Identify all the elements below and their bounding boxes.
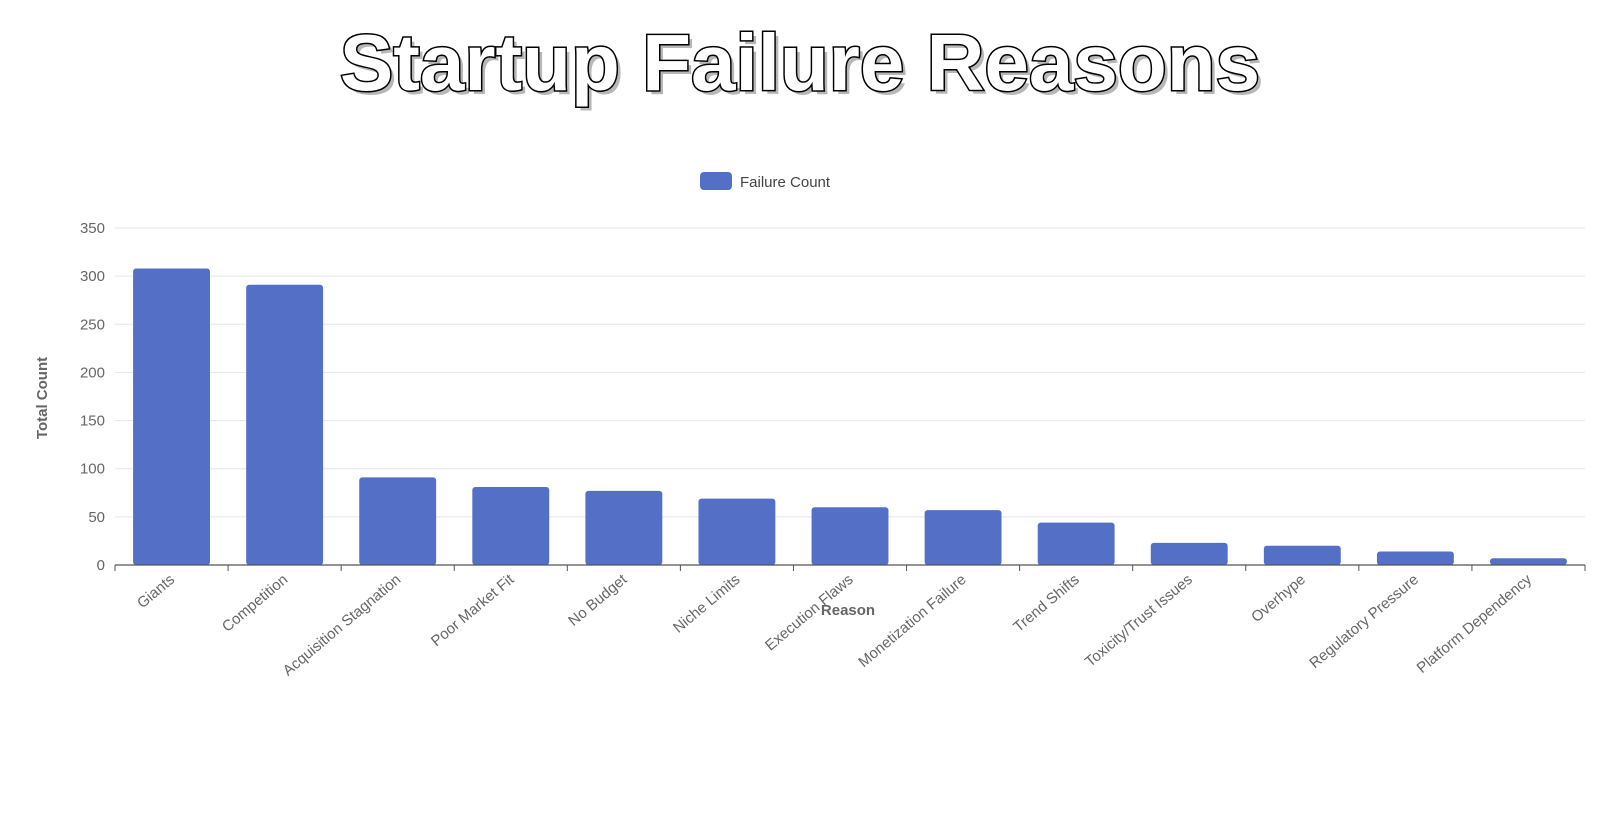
- bar-acquisition-stagnation[interactable]: [359, 477, 437, 565]
- x-tick-label: Giants: [134, 571, 178, 612]
- legend-swatch: [700, 172, 732, 190]
- bar-monetization-failure[interactable]: [924, 510, 1002, 565]
- bar-giants[interactable]: [133, 268, 210, 565]
- y-axis-title: Total Count: [34, 357, 51, 439]
- y-tick-label: 50: [88, 509, 105, 526]
- bar-competition[interactable]: [246, 284, 324, 565]
- x-tick-label: Competition: [219, 571, 291, 635]
- y-tick-label: 300: [80, 268, 105, 285]
- chart-title-shadow: Startup Failure Reasons: [344, 22, 1264, 111]
- bar-niche-limits[interactable]: [698, 498, 776, 565]
- x-tick-label: Trend Shifts: [1010, 571, 1082, 636]
- bars: [133, 268, 1567, 565]
- y-tick-label: 200: [80, 364, 105, 381]
- x-axis-title: Reason: [821, 602, 875, 619]
- bar-trend-shifts[interactable]: [1037, 522, 1115, 565]
- bar-platform-dependency[interactable]: [1490, 558, 1567, 565]
- x-tick-label: Overhype: [1248, 571, 1309, 626]
- chart-title: Startup Failure Reasons: [340, 18, 1260, 107]
- y-tick-label: 0: [97, 557, 105, 574]
- bar-regulatory-pressure[interactable]: [1376, 551, 1454, 565]
- legend[interactable]: Failure Count: [700, 172, 831, 191]
- bar-poor-market-fit[interactable]: [472, 487, 550, 565]
- x-tick-label: No Budget: [565, 571, 631, 630]
- y-tick-label: 250: [80, 316, 105, 333]
- x-tick-label: Regulatory Pressure: [1306, 571, 1422, 672]
- x-tick-label: Niche Limits: [670, 571, 744, 637]
- bar-toxicity-trust-issues[interactable]: [1150, 542, 1228, 565]
- x-tick-label: Platform Dependency: [1414, 571, 1536, 677]
- x-tick-label: Monetization Failure: [855, 571, 969, 671]
- chart-title-group: Startup Failure Reasons Startup Failure …: [338, 17, 1264, 112]
- x-tick-label: Acquisition Stagnation: [280, 571, 405, 679]
- axes: [114, 564, 1586, 571]
- y-tick-labels: 0 50 100 150 200 250 300 350: [80, 220, 105, 574]
- bar-no-budget[interactable]: [585, 490, 663, 565]
- x-tick-label: Poor Market Fit: [428, 571, 518, 650]
- bar-overhype[interactable]: [1263, 545, 1341, 565]
- y-tick-label: 100: [80, 461, 105, 478]
- bar-execution-flaws[interactable]: [811, 507, 889, 565]
- y-tick-label: 150: [80, 413, 105, 430]
- legend-label: Failure Count: [740, 174, 831, 191]
- y-tick-label: 350: [80, 220, 105, 237]
- grid-lines: [115, 227, 1585, 518]
- x-tick-label: Toxicity/Trust Issues: [1082, 571, 1196, 670]
